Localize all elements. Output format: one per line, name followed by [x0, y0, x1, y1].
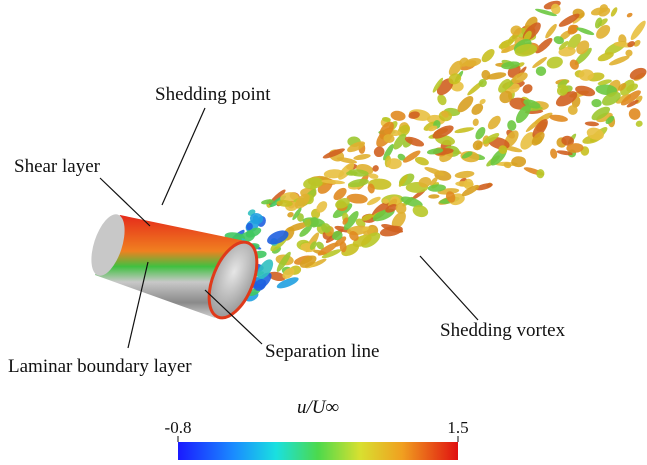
vortex-blob [609, 6, 618, 17]
annotation: Shedding vortex [440, 320, 566, 341]
vortex-blob [635, 120, 644, 128]
colorbar-tick-label: 1.5 [447, 418, 468, 437]
vortex-blob [627, 106, 643, 122]
vortex-blob [472, 118, 480, 127]
vortex-blob [626, 12, 633, 18]
leader-line [162, 108, 205, 205]
vortex-blob [536, 66, 547, 76]
figure: Shedding point Shear layer Laminar bound… [0, 0, 647, 465]
vortex-blob [591, 99, 602, 108]
vortex-blob [454, 170, 474, 179]
cylinder [85, 210, 267, 324]
vortex-blob [546, 55, 565, 70]
vortex-blob [428, 194, 440, 199]
vortex-blob [585, 121, 600, 127]
vortex-blob [471, 138, 485, 152]
annotation: Laminar boundary layer [8, 356, 192, 377]
annotation: Separation line [265, 341, 380, 362]
vortex-blob [506, 119, 517, 131]
colorbar-ticks: -0.8 1.5 [165, 418, 469, 442]
vortex-blob [353, 153, 371, 161]
vortex-blob [485, 113, 503, 131]
vortex-blob [628, 19, 647, 42]
colorbar-title: u/U∞ [297, 397, 339, 418]
colorbar [178, 442, 458, 460]
vortex-blob [479, 47, 497, 65]
vortex-blob [549, 148, 558, 160]
vortex-blob [454, 126, 474, 134]
leader-line [420, 256, 478, 320]
vortex-blob [390, 110, 406, 122]
annotation: Shear layer [14, 156, 101, 177]
annotation: Shedding point [155, 84, 271, 105]
colorbar-tick-label: -0.8 [165, 418, 192, 437]
